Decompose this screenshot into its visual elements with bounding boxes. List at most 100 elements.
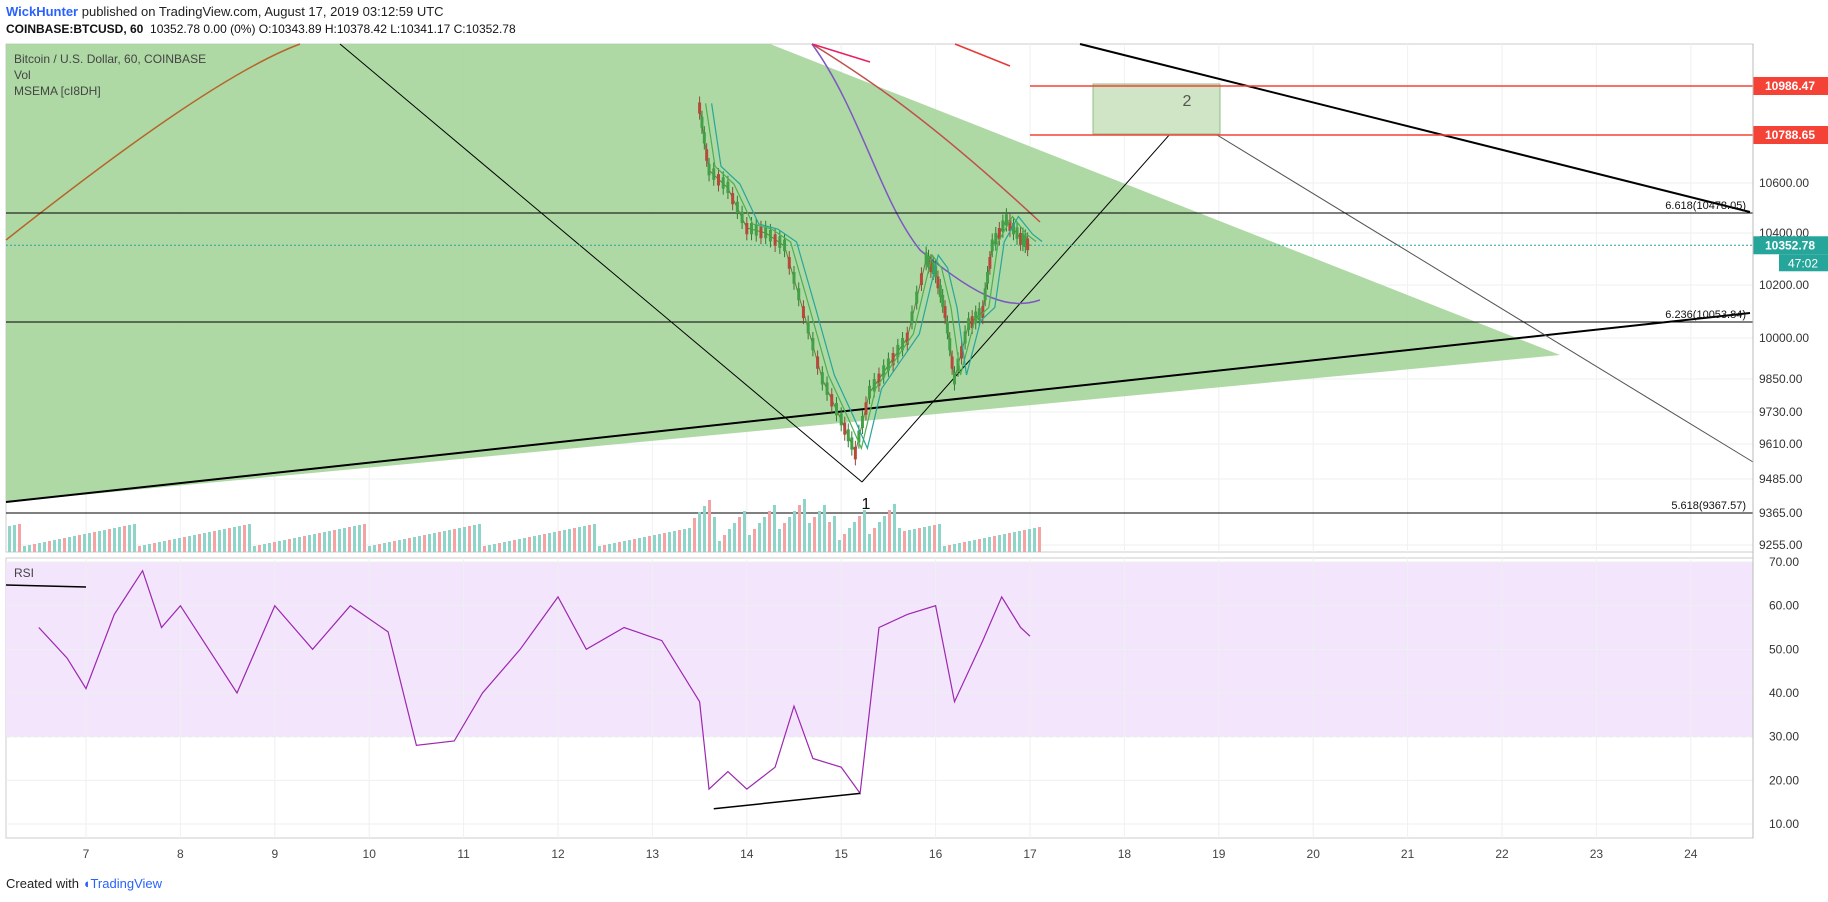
candle-body xyxy=(754,224,758,236)
candle-body xyxy=(839,413,843,426)
footer: Created with ◖TradingView xyxy=(6,876,162,891)
fib-level-label: 6.236(10053.84) xyxy=(1665,309,1746,321)
candle-body xyxy=(811,338,815,351)
volume-bar xyxy=(53,540,56,552)
volume-bar xyxy=(468,526,471,552)
volume-bar xyxy=(723,535,726,552)
volume-bar xyxy=(143,545,146,552)
volume-bar xyxy=(18,524,21,552)
ema-fast-line xyxy=(705,103,1037,451)
author-name[interactable]: WickHunter xyxy=(6,4,79,19)
candle-body xyxy=(1001,220,1005,232)
price-tick-label: 10200.00 xyxy=(1759,278,1809,292)
x-tick-label: 22 xyxy=(1495,847,1509,861)
volume-bar xyxy=(498,543,501,552)
volume-bar xyxy=(978,539,981,552)
volume-bar xyxy=(703,506,706,552)
last-price-tag xyxy=(1753,236,1828,255)
volume-bar xyxy=(33,544,36,552)
volume-bar xyxy=(858,516,861,552)
volume-bar xyxy=(483,546,486,552)
candle-body xyxy=(877,373,881,386)
volume-bar xyxy=(133,524,136,552)
candle-body xyxy=(768,229,772,242)
volume-bar xyxy=(243,525,246,552)
volume-bar xyxy=(58,539,61,552)
volume-bar xyxy=(848,528,851,552)
volume-bar xyxy=(778,529,781,552)
volume-bar xyxy=(563,530,566,552)
publish-text: published on TradingView.com, August 17,… xyxy=(78,4,444,19)
candle-body xyxy=(936,276,940,289)
volume-bar xyxy=(118,527,121,552)
volume-bar xyxy=(503,542,506,552)
volume-bar xyxy=(733,523,736,552)
volume-bar xyxy=(748,535,751,552)
volume-bar xyxy=(743,511,746,552)
candle-body xyxy=(931,262,935,274)
x-tick-label: 13 xyxy=(646,847,660,861)
footer-brand[interactable]: TradingView xyxy=(90,876,163,891)
x-tick-label: 18 xyxy=(1118,847,1132,861)
volume-bar xyxy=(573,528,576,552)
candle-body xyxy=(864,402,868,415)
volume-bar xyxy=(828,522,831,552)
wave-label-1: 1 xyxy=(862,496,871,513)
wave-label-2: 2 xyxy=(1183,93,1192,110)
volume-bar xyxy=(528,537,531,552)
price-tick-label: 9255.00 xyxy=(1759,538,1803,552)
candle-body xyxy=(825,382,829,395)
wedge-support-line xyxy=(5,312,1751,503)
volume-bar xyxy=(758,523,761,552)
volume-bar xyxy=(893,504,896,552)
x-tick-label: 21 xyxy=(1401,847,1415,861)
price-tick-label: 9850.00 xyxy=(1759,372,1803,386)
volume-bar xyxy=(803,499,806,552)
candle-body xyxy=(735,201,739,213)
volume-bar xyxy=(638,538,641,552)
volume-bar xyxy=(693,518,696,552)
volume-bar xyxy=(13,525,16,552)
volume-bar xyxy=(1038,527,1041,552)
volume-bar xyxy=(103,530,106,552)
candle-body xyxy=(994,233,998,245)
volume-bar xyxy=(583,526,586,552)
volume-bar xyxy=(493,544,496,552)
volume-bar xyxy=(538,535,541,552)
volume-bar xyxy=(313,534,316,552)
volume-bar xyxy=(593,524,596,552)
volume-bar xyxy=(738,517,741,552)
volume-bar xyxy=(8,526,11,552)
volume-bar xyxy=(948,545,951,552)
volume-bar xyxy=(388,542,391,552)
candle-body xyxy=(950,356,954,369)
volume-bar xyxy=(833,516,836,552)
publish-info: WickHunter published on TradingView.com,… xyxy=(6,4,444,19)
volume-bar xyxy=(543,534,546,552)
candle-body xyxy=(698,102,702,114)
candle-body xyxy=(846,429,850,442)
candle-body xyxy=(773,234,777,246)
ema-long-curve xyxy=(5,43,301,241)
volume-bar xyxy=(878,522,881,552)
x-tick-label: 20 xyxy=(1307,847,1321,861)
candle-body xyxy=(705,149,709,161)
tradingview-logo-icon[interactable]: ◖ xyxy=(82,876,91,891)
candle-body xyxy=(919,273,923,285)
volume-bar xyxy=(1013,532,1016,552)
volume-bar xyxy=(1023,530,1026,552)
candle-body xyxy=(816,356,820,369)
rsi-tick-label: 10.00 xyxy=(1769,817,1799,831)
candle-body xyxy=(948,338,952,351)
candle-body xyxy=(929,260,933,272)
volume-bar xyxy=(433,533,436,552)
x-tick-label: 11 xyxy=(457,847,470,861)
candle-body xyxy=(764,226,768,239)
volume-bar xyxy=(328,531,331,552)
volume-bar xyxy=(238,526,241,552)
fib-level-label: 6.618(10478.05) xyxy=(1665,200,1746,212)
candle-body xyxy=(721,177,725,189)
volume-bar xyxy=(808,523,811,552)
candle-body xyxy=(901,338,905,351)
